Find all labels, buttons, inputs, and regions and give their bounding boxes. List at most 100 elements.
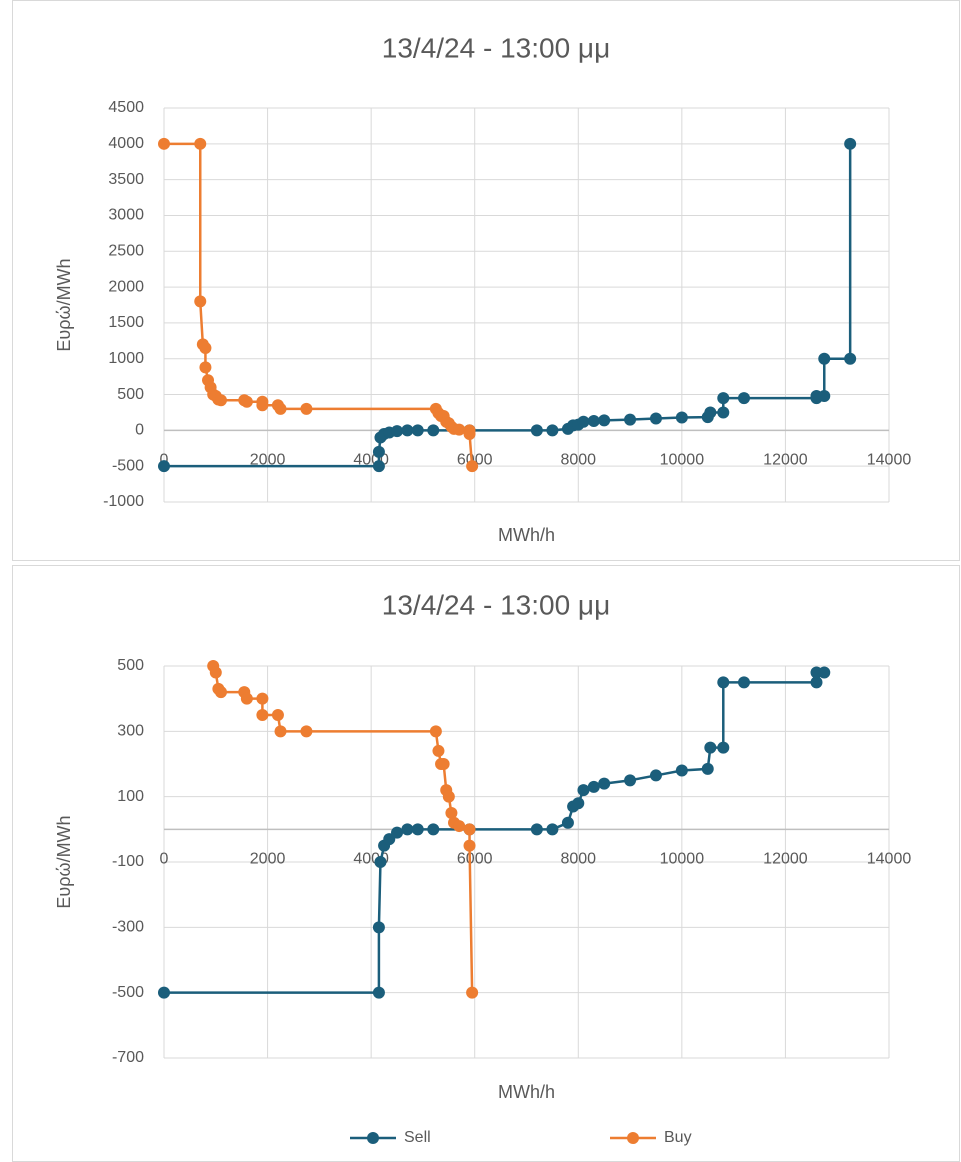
data-point	[818, 389, 831, 402]
data-point	[445, 807, 458, 819]
x-tick-label: 2000	[250, 452, 286, 469]
x-tick-label: 12000	[763, 851, 808, 868]
x-tick-label: 0	[160, 452, 169, 469]
data-point	[401, 424, 414, 437]
data-point	[624, 413, 637, 426]
data-point	[463, 427, 476, 440]
data-point	[624, 774, 637, 787]
data-point	[401, 823, 414, 836]
data-point	[391, 826, 404, 839]
data-point	[810, 676, 823, 689]
data-point	[372, 986, 385, 999]
data-point	[530, 424, 543, 437]
data-point	[391, 425, 404, 438]
data-point	[717, 406, 730, 419]
data-point	[577, 415, 590, 428]
data-point	[466, 986, 479, 999]
x-tick-label: 0	[160, 851, 169, 868]
data-point	[274, 725, 287, 738]
y-tick-label: 2000	[108, 278, 144, 295]
data-point	[411, 424, 424, 437]
data-point	[675, 764, 688, 777]
data-point	[598, 777, 611, 790]
data-point	[194, 295, 207, 308]
data-point	[411, 823, 424, 836]
data-point	[300, 725, 313, 738]
data-point	[818, 666, 831, 679]
data-point	[427, 424, 440, 437]
data-point	[546, 424, 559, 437]
y-tick-label: -300	[112, 919, 144, 936]
data-point	[199, 341, 212, 354]
x-tick-label: 10000	[660, 851, 705, 868]
y-tick-label: -100	[112, 853, 144, 870]
data-point	[158, 460, 170, 473]
y-axis-title: Ευρώ/MWh	[54, 258, 74, 351]
data-point	[649, 412, 662, 425]
y-tick-label: -500	[112, 984, 144, 1001]
y-tick-label: 4000	[108, 135, 144, 152]
data-point	[649, 769, 662, 782]
y-tick-label: -700	[112, 1049, 144, 1066]
data-point	[372, 460, 385, 473]
data-point	[194, 137, 207, 150]
y-tick-label: 300	[117, 723, 144, 740]
y-tick-label: 500	[117, 386, 144, 403]
data-point	[427, 823, 440, 836]
data-point	[256, 399, 269, 412]
data-point	[587, 780, 600, 793]
data-point	[738, 392, 750, 405]
data-point	[717, 741, 730, 754]
y-tick-label: 100	[117, 788, 144, 805]
data-point	[274, 402, 287, 415]
data-point	[372, 445, 385, 458]
data-point	[561, 816, 574, 829]
data-point	[572, 797, 585, 810]
data-point	[738, 676, 750, 689]
x-tick-label: 6000	[457, 851, 493, 868]
data-point	[704, 741, 717, 754]
data-point	[271, 709, 284, 721]
data-point	[432, 744, 445, 757]
data-point	[701, 762, 714, 775]
data-point	[199, 361, 212, 374]
legend-marker	[367, 1132, 379, 1144]
y-tick-label: 4500	[108, 99, 144, 116]
chart-title: 13/4/24 - 13:00 μμ	[382, 32, 610, 63]
y-tick-label: 2500	[108, 242, 144, 259]
data-point	[463, 823, 476, 836]
x-axis-title: MWh/h	[498, 525, 555, 545]
y-tick-label: 0	[135, 422, 144, 439]
data-point	[429, 725, 442, 738]
data-point	[240, 692, 253, 705]
data-point	[717, 676, 730, 689]
data-point	[240, 395, 253, 408]
data-point	[214, 394, 227, 407]
data-point	[587, 415, 600, 428]
data-point	[598, 414, 611, 427]
y-tick-label: 1000	[108, 350, 144, 367]
y-tick-label: 1500	[108, 314, 144, 331]
data-point	[209, 666, 222, 679]
chart-panel	[12, 0, 960, 561]
y-tick-label: 3500	[108, 171, 144, 188]
data-point	[453, 820, 466, 833]
legend-label: Sell	[404, 1129, 431, 1146]
data-point	[675, 411, 688, 424]
y-tick-label: 3000	[108, 207, 144, 224]
data-point	[300, 402, 313, 415]
x-axis-title: MWh/h	[498, 1082, 555, 1102]
data-point	[256, 709, 269, 721]
x-tick-label: 14000	[867, 851, 912, 868]
x-tick-label: 2000	[250, 851, 286, 868]
y-tick-label: -1000	[103, 493, 144, 510]
data-point	[546, 823, 559, 836]
x-tick-label: 8000	[560, 851, 596, 868]
data-point	[844, 137, 857, 150]
data-point	[372, 921, 385, 934]
x-tick-label: 10000	[660, 452, 705, 469]
legend-label: Buy	[664, 1129, 692, 1146]
data-point	[577, 784, 590, 797]
data-point	[256, 692, 269, 705]
